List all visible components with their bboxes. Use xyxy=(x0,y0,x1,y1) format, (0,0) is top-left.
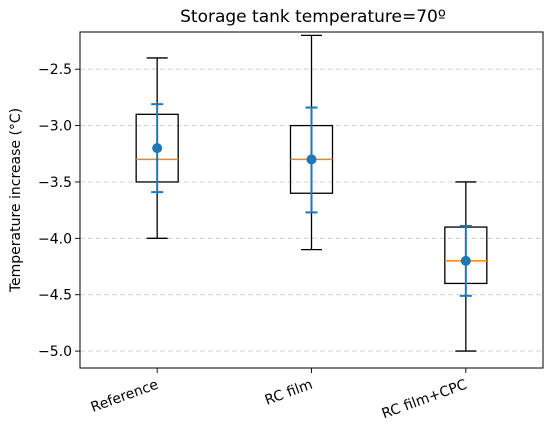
y-tick-label: −4.0 xyxy=(38,231,72,247)
error-bar-group xyxy=(305,106,318,214)
y-tick-label: −3.0 xyxy=(38,119,72,135)
error-bar-group xyxy=(151,103,164,194)
y-axis-label: Temperature increase (°C) xyxy=(8,108,24,293)
y-tick-label: −4.5 xyxy=(38,288,72,304)
x-tick-label: Reference xyxy=(89,377,161,416)
y-tick-label: −5.0 xyxy=(38,344,72,360)
error-bar-group xyxy=(459,224,472,297)
x-tick-label: RC film xyxy=(263,377,315,409)
chart-title: Storage tank temperature=70º xyxy=(180,7,446,27)
y-tick-label: −2.5 xyxy=(38,62,72,78)
x-tick-label: RC film+CPC xyxy=(380,377,470,423)
mean-marker xyxy=(306,154,317,165)
y-tick-label: −3.5 xyxy=(38,175,72,191)
plot-area xyxy=(135,34,488,352)
mean-marker xyxy=(460,255,471,266)
mean-marker xyxy=(152,143,163,154)
